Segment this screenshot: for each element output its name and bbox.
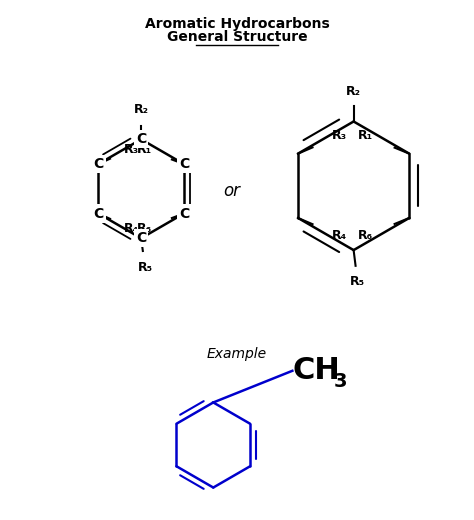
Text: C: C bbox=[136, 231, 146, 245]
Text: 3: 3 bbox=[334, 372, 347, 391]
Text: C: C bbox=[93, 206, 103, 220]
Text: R₃: R₃ bbox=[123, 142, 138, 155]
Text: C: C bbox=[93, 157, 103, 171]
Text: or: or bbox=[224, 182, 241, 200]
Text: R₂: R₂ bbox=[134, 103, 149, 116]
Text: R₅: R₅ bbox=[137, 262, 153, 275]
Text: C: C bbox=[179, 157, 189, 171]
Text: Aromatic Hydrocarbons: Aromatic Hydrocarbons bbox=[145, 17, 329, 31]
Text: R₁: R₁ bbox=[358, 129, 374, 142]
Text: R₄: R₄ bbox=[123, 222, 138, 235]
Text: CH: CH bbox=[292, 356, 340, 385]
Text: R₁: R₁ bbox=[137, 142, 152, 155]
Text: R₂: R₂ bbox=[346, 85, 361, 98]
Text: R₃: R₃ bbox=[332, 129, 347, 142]
Text: General Structure: General Structure bbox=[167, 31, 307, 45]
Text: R₆: R₆ bbox=[137, 222, 152, 235]
Text: R₅: R₅ bbox=[350, 275, 365, 288]
Text: R₄: R₄ bbox=[332, 229, 347, 242]
Text: C: C bbox=[179, 206, 189, 220]
Text: R₆: R₆ bbox=[358, 229, 374, 242]
Text: Example: Example bbox=[207, 347, 267, 361]
Text: C: C bbox=[136, 132, 146, 146]
